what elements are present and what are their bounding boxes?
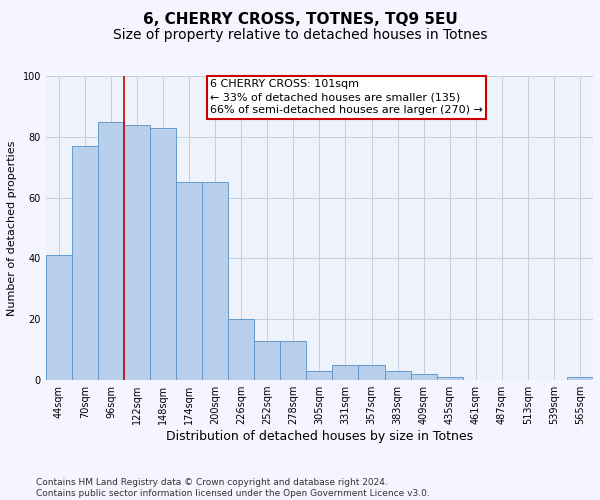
Bar	[150, 128, 176, 380]
Bar	[124, 124, 150, 380]
Bar	[228, 320, 254, 380]
Bar	[358, 365, 385, 380]
Bar	[254, 340, 280, 380]
Bar	[280, 340, 307, 380]
Bar	[72, 146, 98, 380]
Bar	[437, 377, 463, 380]
X-axis label: Distribution of detached houses by size in Totnes: Distribution of detached houses by size …	[166, 430, 473, 443]
Y-axis label: Number of detached properties: Number of detached properties	[7, 140, 17, 316]
Bar	[202, 182, 228, 380]
Text: Size of property relative to detached houses in Totnes: Size of property relative to detached ho…	[113, 28, 487, 42]
Text: 6, CHERRY CROSS, TOTNES, TQ9 5EU: 6, CHERRY CROSS, TOTNES, TQ9 5EU	[143, 12, 457, 28]
Bar	[567, 377, 593, 380]
Text: 6 CHERRY CROSS: 101sqm
← 33% of detached houses are smaller (135)
66% of semi-de: 6 CHERRY CROSS: 101sqm ← 33% of detached…	[210, 79, 483, 116]
Bar	[307, 371, 332, 380]
Bar	[332, 365, 358, 380]
Text: Contains HM Land Registry data © Crown copyright and database right 2024.
Contai: Contains HM Land Registry data © Crown c…	[36, 478, 430, 498]
Bar	[46, 256, 72, 380]
Bar	[410, 374, 437, 380]
Bar	[385, 371, 410, 380]
Bar	[98, 122, 124, 380]
Bar	[176, 182, 202, 380]
